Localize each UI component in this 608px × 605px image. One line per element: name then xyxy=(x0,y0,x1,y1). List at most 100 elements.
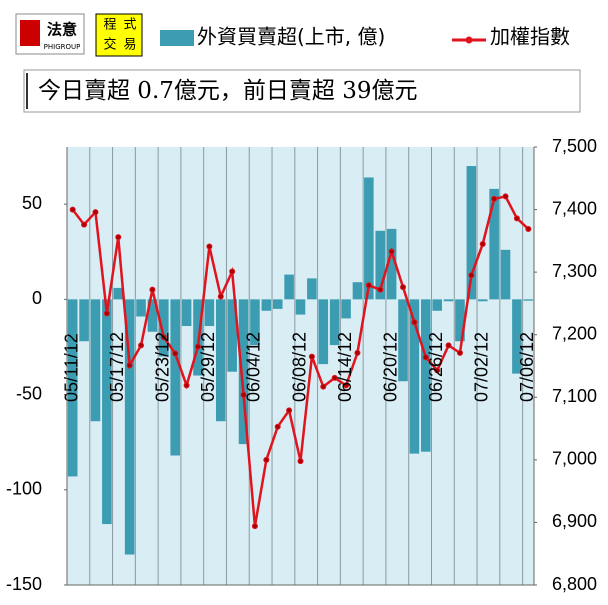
index-marker xyxy=(217,293,224,300)
x-tick-label: 06/04/12 xyxy=(244,332,264,402)
index-marker xyxy=(502,193,509,200)
bar xyxy=(523,299,534,301)
index-marker xyxy=(445,342,452,349)
bar xyxy=(341,299,351,319)
index-marker xyxy=(251,523,258,530)
bar xyxy=(352,282,363,300)
bar xyxy=(386,228,397,300)
y2-tick-label: 7,200 xyxy=(552,323,597,343)
y2-tick-label: 7,400 xyxy=(552,198,597,218)
index-marker xyxy=(377,286,384,293)
y2-tick-label: 7,500 xyxy=(552,136,597,156)
subtitle: 今日賣超 0.7億元，前日賣超 39億元 xyxy=(38,78,417,104)
bar xyxy=(489,188,499,300)
bar xyxy=(455,299,465,342)
bar xyxy=(512,299,522,374)
bar xyxy=(227,299,237,372)
legend-marker xyxy=(465,36,473,44)
bar xyxy=(159,299,169,357)
bar xyxy=(136,299,146,317)
index-marker xyxy=(81,221,88,228)
index-marker xyxy=(69,206,76,213)
index-marker xyxy=(456,349,463,356)
index-marker xyxy=(525,225,532,232)
x-tick-label: 07/06/12 xyxy=(517,332,537,402)
bar xyxy=(215,299,226,422)
index-marker xyxy=(388,248,395,255)
index-marker xyxy=(343,382,350,389)
index-marker xyxy=(274,423,281,430)
bar xyxy=(238,299,249,445)
index-marker xyxy=(172,350,179,357)
index-marker xyxy=(411,319,418,326)
index-marker xyxy=(479,240,486,247)
bar xyxy=(170,299,180,456)
y2-tick-label: 7,100 xyxy=(552,386,597,406)
index-marker xyxy=(194,343,201,350)
logo1-text: 法意 xyxy=(47,21,77,39)
logo2-char: 程 xyxy=(103,18,116,33)
bar xyxy=(67,299,78,477)
x-tick-label: 05/23/12 xyxy=(153,332,173,402)
x-tick-label: 05/29/12 xyxy=(198,332,218,402)
index-marker xyxy=(354,349,361,356)
bar xyxy=(409,299,420,454)
index-marker xyxy=(320,383,327,390)
index-marker xyxy=(308,353,315,360)
x-tick-label: 06/26/12 xyxy=(426,332,446,402)
y2-tick-label: 7,000 xyxy=(552,449,597,469)
bar xyxy=(307,278,317,300)
x-tick-label: 07/02/12 xyxy=(471,332,491,402)
index-marker xyxy=(149,286,156,293)
logo1-icon xyxy=(20,20,40,46)
bar xyxy=(261,299,272,311)
x-tick-label: 05/17/12 xyxy=(107,332,127,402)
bar xyxy=(181,299,192,327)
bar xyxy=(432,299,442,311)
bar xyxy=(295,299,306,315)
index-marker xyxy=(491,195,498,202)
bar xyxy=(375,230,386,300)
bar xyxy=(204,299,215,327)
bar xyxy=(500,249,511,300)
y-tick-label: 50 xyxy=(22,193,42,213)
bar xyxy=(466,166,477,300)
index-marker xyxy=(240,391,247,398)
bar xyxy=(147,299,158,332)
index-marker xyxy=(513,215,520,222)
bar xyxy=(79,299,89,342)
bar xyxy=(364,177,374,300)
y-tick-label: -150 xyxy=(6,574,42,594)
index-marker xyxy=(206,243,213,250)
index-marker xyxy=(229,268,236,275)
logo2-char: 式 xyxy=(123,18,136,33)
bar xyxy=(318,299,329,365)
bar xyxy=(421,299,431,452)
bar xyxy=(113,287,124,300)
bar xyxy=(398,299,408,382)
index-marker xyxy=(115,234,122,241)
index-marker xyxy=(103,310,110,317)
index-marker xyxy=(468,272,475,279)
index-marker xyxy=(400,284,407,291)
index-marker xyxy=(331,374,338,381)
legend-label: 外資買賣超(上市, 億) xyxy=(197,25,385,49)
y2-tick-label: 7,300 xyxy=(552,261,597,281)
logo2-char: 交 xyxy=(103,37,116,53)
subtitle-box xyxy=(23,69,581,113)
bar xyxy=(90,299,101,422)
bar xyxy=(272,299,283,309)
bar xyxy=(329,299,340,346)
index-marker xyxy=(138,342,145,349)
bar xyxy=(250,299,260,346)
legend-bar-swatch xyxy=(160,30,194,46)
index-marker xyxy=(183,382,190,389)
plot-area xyxy=(67,147,534,585)
index-marker xyxy=(365,282,372,289)
logo2-box xyxy=(95,13,143,57)
index-marker xyxy=(126,362,133,369)
index-marker xyxy=(422,354,429,361)
bar xyxy=(124,299,135,555)
